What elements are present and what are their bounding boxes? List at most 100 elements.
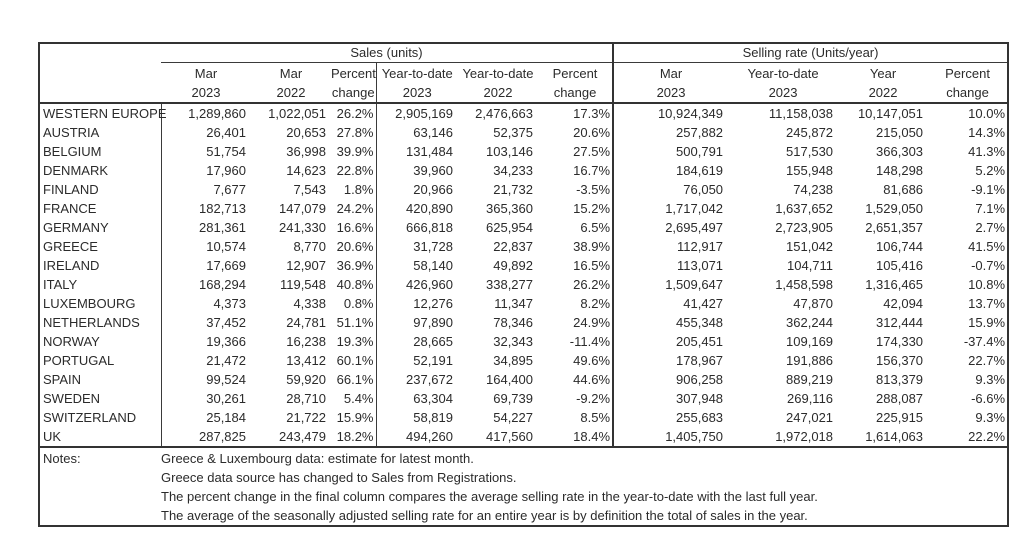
percent-change-cell: -9.2%	[576, 391, 611, 406]
value-cell: 2,905,169	[375, 103, 458, 123]
country-cell: GREECE	[39, 237, 162, 256]
column-header-line1: Mar	[194, 66, 218, 81]
value-cell: 906,258	[612, 370, 729, 389]
sales-selling-rate-table: Sales (units) Selling rate (Units/year) …	[38, 42, 1010, 527]
value-cell: 10,574	[206, 239, 246, 254]
value-cell: 287,825	[161, 427, 251, 448]
table-row: PORTUGAL 21,472 13,412 60.1% 52,191 34,895 49.…	[39, 351, 1008, 370]
value-cell: 494,260	[375, 427, 458, 448]
percent-change-cell: -11.4%	[569, 334, 611, 349]
value-cell: 103,146	[486, 144, 533, 159]
value-cell: 1,289,860	[188, 106, 246, 121]
value-cell: 30,261	[206, 391, 246, 406]
column-header-row: Mar 2023 Mar 2022 Percent change Year-to-date 2…	[39, 62, 1009, 104]
value-cell: 245,872	[786, 125, 834, 140]
percent-change-cell: 38.9%	[573, 239, 611, 254]
value-cell: 1,614,063	[838, 427, 929, 448]
column-header-line2: 2023	[656, 85, 686, 100]
value-cell: 41,427	[612, 294, 729, 313]
column-header-line1: Percent	[552, 66, 598, 81]
value-cell: 4,373	[213, 296, 246, 311]
value-cell: 625,954	[486, 220, 533, 235]
value-cell: 119,548	[279, 277, 326, 292]
value-cell: 16,238	[286, 334, 326, 349]
value-cell: 813,379	[876, 372, 924, 387]
percent-change-cell: 36.9%	[336, 258, 374, 273]
value-cell: 11,158,038	[768, 106, 834, 121]
percent-change-cell: 18.2%	[331, 427, 376, 448]
percent-change-cell: 27.5%	[573, 144, 611, 159]
value-cell: 12,907	[286, 258, 326, 273]
column-header-line2: 2023	[402, 85, 432, 100]
sales-section-header: Sales (units)	[161, 43, 614, 63]
column-header-line1: Mar	[279, 66, 303, 81]
value-cell: 1,637,652	[775, 201, 834, 216]
value-cell: 1,509,647	[612, 275, 729, 294]
value-cell: 76,050	[612, 180, 729, 199]
country-cell: SWEDEN	[39, 389, 162, 408]
value-cell: 2,476,663	[475, 106, 533, 121]
percent-change-cell: 9.3%	[975, 372, 1006, 387]
column-header-line1: Year-to-date	[462, 66, 534, 81]
percent-change-cell: 41.3%	[968, 144, 1006, 159]
column-header-line2: 2022	[276, 85, 306, 100]
note-line: Greece data source has changed to Sales …	[161, 470, 517, 485]
value-cell: 28,710	[286, 391, 326, 406]
value-cell: 191,886	[786, 353, 834, 368]
value-cell: 36,998	[286, 144, 326, 159]
column-header-line2: change	[331, 85, 375, 100]
value-cell: 19,366	[206, 334, 246, 349]
country-cell: DENMARK	[39, 161, 162, 180]
value-cell: 255,683	[612, 408, 729, 427]
percent-change-cell: 17.3%	[573, 106, 611, 121]
value-cell: 312,444	[876, 315, 924, 330]
selling-rate-section-header: Selling rate (Units/year)	[612, 43, 1009, 63]
value-cell: 21,722	[286, 410, 326, 425]
value-cell: 104,711	[787, 258, 834, 273]
percent-change-cell: 9.3%	[975, 410, 1006, 425]
value-cell: 426,960	[375, 275, 458, 294]
value-cell: 174,330	[876, 334, 924, 349]
value-cell: 1,972,018	[728, 427, 839, 448]
table-row: SWITZERLAND 25,184 21,722 15.9% 58,819 54,227…	[39, 408, 1008, 427]
value-cell: 112,917	[612, 237, 729, 256]
percent-change-cell: 5.2%	[975, 163, 1006, 178]
country-cell: NORWAY	[39, 332, 162, 351]
percent-change-cell: 13.7%	[968, 296, 1006, 311]
table-row: DENMARK 17,960 14,623 22.8% 39,960 34,233 16.7…	[39, 161, 1008, 180]
value-cell: 1,529,050	[865, 201, 924, 216]
value-cell: 666,818	[375, 218, 458, 237]
value-cell: 81,686	[883, 182, 924, 197]
table-row: FINLAND 7,677 7,543 1.8% 20,966 21,732 -3.5% 76…	[39, 180, 1008, 199]
percent-change-cell: 51.1%	[336, 315, 374, 330]
value-cell: 205,451	[612, 332, 729, 351]
percent-change-cell: 16.5%	[573, 258, 611, 273]
percent-change-cell: 66.1%	[336, 372, 374, 387]
table-row: BELGIUM 51,754 36,998 39.9% 131,484 103,146 27…	[39, 142, 1008, 161]
value-cell: 182,713	[199, 201, 246, 216]
column-header: Percent change	[928, 62, 1009, 104]
percent-change-cell: 15.9%	[336, 410, 374, 425]
value-cell: 59,920	[286, 372, 326, 387]
value-cell: 63,146	[375, 123, 458, 142]
country-cell: AUSTRIA	[39, 123, 162, 142]
table-row: ITALY 168,294 119,548 40.8% 426,960 338,277 26…	[39, 275, 1008, 294]
value-cell: 42,094	[883, 296, 924, 311]
percent-change-cell: 6.5%	[580, 220, 611, 235]
country-cell: IRELAND	[39, 256, 162, 275]
percent-change-cell: 26.2%	[573, 277, 611, 292]
percent-change-cell: 27.8%	[336, 125, 374, 140]
value-cell: 889,219	[786, 372, 834, 387]
value-cell: 338,277	[486, 277, 533, 292]
value-cell: 58,819	[375, 408, 458, 427]
column-header: Percent change	[331, 62, 376, 104]
column-header: Year-to-date 2023	[375, 62, 458, 104]
country-cell: GERMANY	[39, 218, 162, 237]
percent-change-cell: 24.9%	[573, 315, 611, 330]
value-cell: 1,458,598	[775, 277, 834, 292]
country-cell: FINLAND	[39, 180, 162, 199]
table-row: AUSTRIA 26,401 20,653 27.8% 63,146 52,375 20.6…	[39, 123, 1008, 142]
value-cell: 455,348	[612, 313, 729, 332]
note-line: The percent change in the final column c…	[161, 489, 818, 504]
value-cell: 69,739	[493, 391, 533, 406]
